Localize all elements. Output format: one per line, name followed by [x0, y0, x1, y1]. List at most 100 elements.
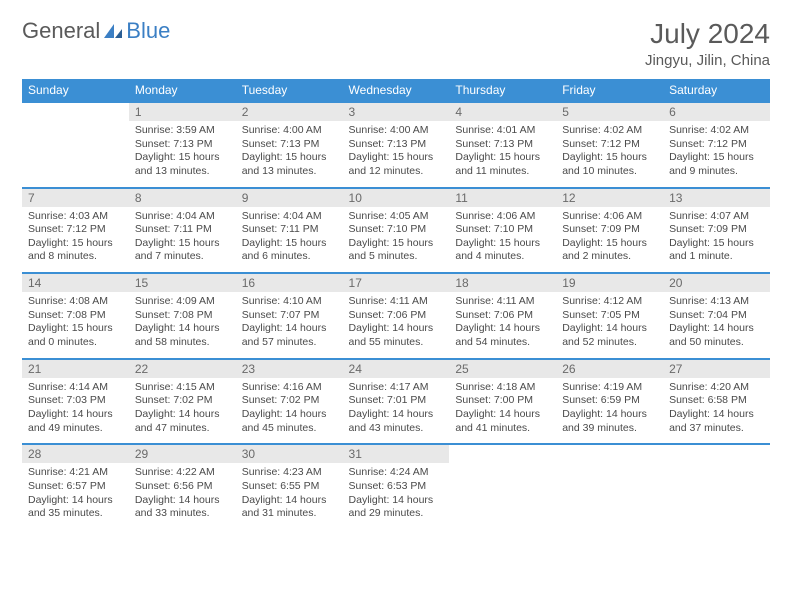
- sunrise-text: Sunrise: 4:03 AM: [28, 210, 123, 224]
- sunrise-text: Sunrise: 4:04 AM: [135, 210, 230, 224]
- weekday-header: Tuesday: [236, 79, 343, 102]
- sunrise-text: Sunrise: 4:16 AM: [242, 381, 337, 395]
- header: General Blue July 2024 Jingyu, Jilin, Ch…: [22, 18, 770, 69]
- day-cell: Sunrise: 4:05 AMSunset: 7:10 PMDaylight:…: [343, 207, 450, 274]
- day-number: 2: [236, 102, 343, 121]
- day-cell: [663, 463, 770, 529]
- sunrise-text: Sunrise: 4:15 AM: [135, 381, 230, 395]
- day-number: 25: [449, 359, 556, 378]
- day-content-row: Sunrise: 4:21 AMSunset: 6:57 PM Daylight:…: [22, 463, 770, 529]
- title-block: July 2024 Jingyu, Jilin, China: [645, 18, 770, 69]
- daylight-text: Daylight: 14 hours and 58 minutes.: [135, 322, 230, 349]
- day-cell: [449, 463, 556, 529]
- day-cell: Sunrise: 4:04 AMSunset: 7:11 PMDaylight:…: [236, 207, 343, 274]
- sunrise-text: Sunrise: 4:24 AM: [349, 466, 444, 480]
- sunset-text: Sunset: 7:13 PM: [135, 138, 230, 152]
- day-number: 6: [663, 102, 770, 121]
- day-number: 28: [22, 444, 129, 463]
- day-number: [663, 444, 770, 463]
- weekday-header: Thursday: [449, 79, 556, 102]
- day-cell: Sunrise: 4:09 AMSunset: 7:08 PMDaylight:…: [129, 292, 236, 359]
- sunset-text: Sunset: 7:12 PM: [562, 138, 657, 152]
- day-cell: Sunrise: 4:03 AMSunset: 7:12 PMDaylight:…: [22, 207, 129, 274]
- day-number: 30: [236, 444, 343, 463]
- day-number: 16: [236, 273, 343, 292]
- day-cell: Sunrise: 4:23 AMSunset: 6:55 PMDaylight:…: [236, 463, 343, 529]
- daylight-text: Daylight: 14 hours and 29 minutes.: [349, 494, 444, 521]
- daylight-text: Daylight: 15 hours and 4 minutes.: [455, 237, 550, 264]
- daylight-text: Daylight: 15 hours and 6 minutes.: [242, 237, 337, 264]
- sunrise-text: Sunrise: 4:08 AM: [28, 295, 123, 309]
- daylight-text: Daylight: 14 hours and 41 minutes.: [455, 408, 550, 435]
- sunrise-text: Sunrise: 4:00 AM: [349, 124, 444, 138]
- day-cell: Sunrise: 4:15 AMSunset: 7:02 PMDaylight:…: [129, 378, 236, 445]
- sunrise-text: Sunrise: 4:20 AM: [669, 381, 764, 395]
- sunrise-text: Sunrise: 4:18 AM: [455, 381, 550, 395]
- sunset-text: Sunset: 7:13 PM: [349, 138, 444, 152]
- sunrise-text: Sunrise: 4:02 AM: [562, 124, 657, 138]
- day-number: 8: [129, 188, 236, 207]
- day-content-row: Sunrise: 4:08 AMSunset: 7:08 PMDaylight:…: [22, 292, 770, 359]
- weekday-header: Friday: [556, 79, 663, 102]
- day-number: 31: [343, 444, 450, 463]
- sunrise-text: Sunrise: 4:22 AM: [135, 466, 230, 480]
- sunset-text: Sunset: 7:09 PM: [669, 223, 764, 237]
- sunset-text: Sunset: 7:02 PM: [242, 394, 337, 408]
- day-number: 17: [343, 273, 450, 292]
- sunrise-text: Sunrise: 4:04 AM: [242, 210, 337, 224]
- day-number: 29: [129, 444, 236, 463]
- day-number: 4: [449, 102, 556, 121]
- daylight-text: Daylight: 15 hours and 13 minutes.: [135, 151, 230, 178]
- sunset-text: Sunset: 7:04 PM: [669, 309, 764, 323]
- day-cell: Sunrise: 4:04 AMSunset: 7:11 PMDaylight:…: [129, 207, 236, 274]
- day-cell: Sunrise: 4:13 AMSunset: 7:04 PMDaylight:…: [663, 292, 770, 359]
- daylight-text: Daylight: 14 hours and 39 minutes.: [562, 408, 657, 435]
- logo-sail-icon: [102, 22, 124, 40]
- weekday-header: Saturday: [663, 79, 770, 102]
- day-cell: Sunrise: 4:06 AMSunset: 7:09 PMDaylight:…: [556, 207, 663, 274]
- day-cell: Sunrise: 4:19 AMSunset: 6:59 PMDaylight:…: [556, 378, 663, 445]
- sunset-text: Sunset: 7:09 PM: [562, 223, 657, 237]
- day-number: [449, 444, 556, 463]
- day-number-row: 28293031: [22, 444, 770, 463]
- location: Jingyu, Jilin, China: [645, 52, 770, 69]
- day-cell: Sunrise: 4:00 AMSunset: 7:13 PMDaylight:…: [343, 121, 450, 188]
- daylight-text: Daylight: 14 hours and 43 minutes.: [349, 408, 444, 435]
- day-number: 27: [663, 359, 770, 378]
- day-number-row: 123456: [22, 102, 770, 121]
- sunset-text: Sunset: 7:12 PM: [28, 223, 123, 237]
- sunrise-text: Sunrise: 4:13 AM: [669, 295, 764, 309]
- weekday-header: Wednesday: [343, 79, 450, 102]
- day-content-row: Sunrise: 3:59 AMSunset: 7:13 PMDaylight:…: [22, 121, 770, 188]
- day-cell: Sunrise: 4:02 AMSunset: 7:12 PMDaylight:…: [556, 121, 663, 188]
- day-number: 3: [343, 102, 450, 121]
- sunset-text: Sunset: 7:10 PM: [349, 223, 444, 237]
- sunset-text: Sunset: 7:12 PM: [669, 138, 764, 152]
- day-cell: Sunrise: 4:07 AMSunset: 7:09 PMDaylight:…: [663, 207, 770, 274]
- sunset-text: Sunset: 6:58 PM: [669, 394, 764, 408]
- day-number: 26: [556, 359, 663, 378]
- sunset-text: Sunset: 7:05 PM: [562, 309, 657, 323]
- day-number: 9: [236, 188, 343, 207]
- daylight-text: Daylight: 14 hours and 47 minutes.: [135, 408, 230, 435]
- daylight-text: Daylight: 15 hours and 13 minutes.: [242, 151, 337, 178]
- calendar-table: Sunday Monday Tuesday Wednesday Thursday…: [22, 79, 770, 529]
- daylight-text: Daylight: 14 hours and 55 minutes.: [349, 322, 444, 349]
- sunset-text: Sunset: 7:13 PM: [455, 138, 550, 152]
- sunset-text: Sunset: 6:57 PM: [28, 480, 123, 494]
- day-cell: Sunrise: 4:00 AMSunset: 7:13 PMDaylight:…: [236, 121, 343, 188]
- sunrise-text: Sunrise: 4:01 AM: [455, 124, 550, 138]
- weekday-header: Monday: [129, 79, 236, 102]
- day-cell: Sunrise: 4:02 AMSunset: 7:12 PMDaylight:…: [663, 121, 770, 188]
- daylight-text: Daylight: 14 hours and 54 minutes.: [455, 322, 550, 349]
- day-number: 12: [556, 188, 663, 207]
- day-number: [22, 102, 129, 121]
- day-number-row: 14151617181920: [22, 273, 770, 292]
- weekday-header: Sunday: [22, 79, 129, 102]
- daylight-text: Daylight: 15 hours and 10 minutes.: [562, 151, 657, 178]
- sunset-text: Sunset: 6:59 PM: [562, 394, 657, 408]
- daylight-text: Daylight: 14 hours and 50 minutes.: [669, 322, 764, 349]
- sunrise-text: Sunrise: 4:21 AM: [28, 466, 123, 480]
- sunrise-text: Sunrise: 4:23 AM: [242, 466, 337, 480]
- day-number-row: 21222324252627: [22, 359, 770, 378]
